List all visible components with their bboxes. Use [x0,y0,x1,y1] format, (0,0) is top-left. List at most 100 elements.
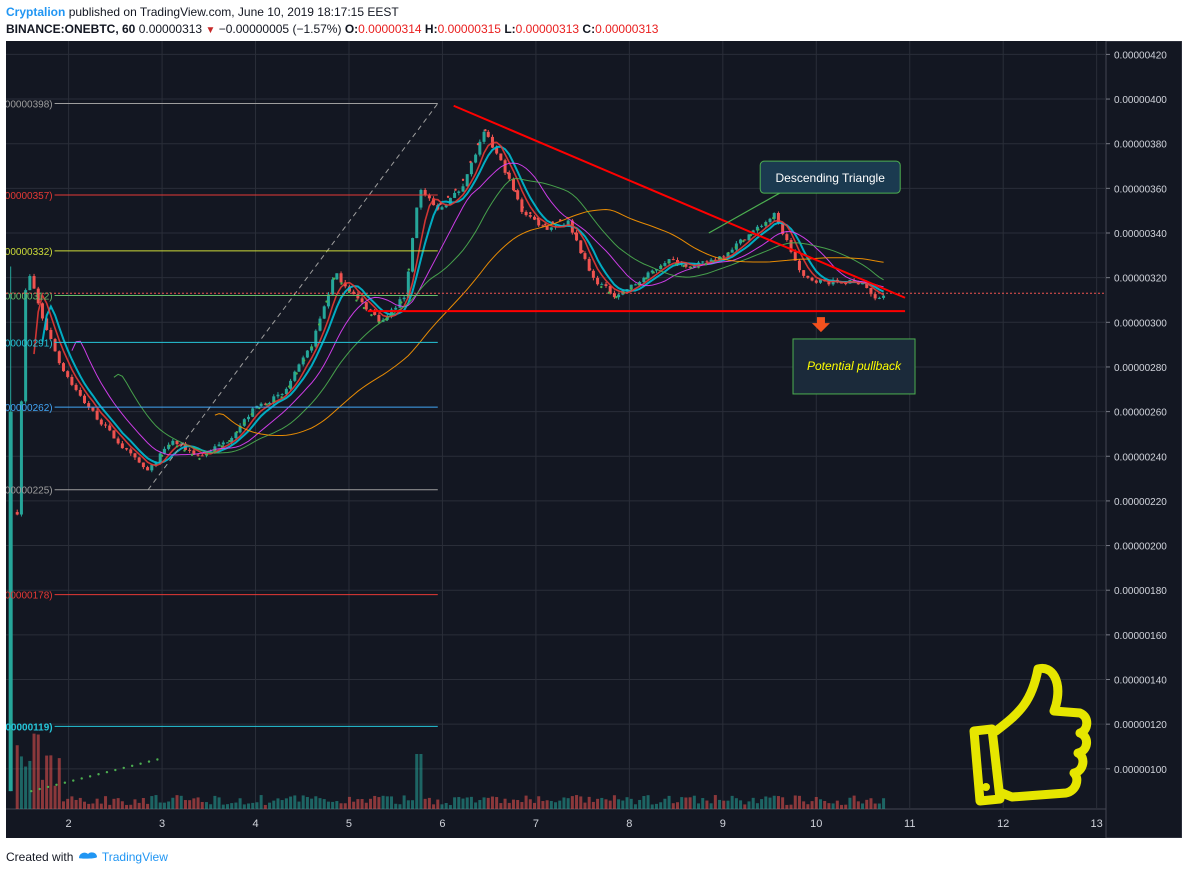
volume-bar [482,797,486,809]
volume-bar [768,797,772,809]
volume-bar [259,795,263,809]
volume-bar [381,795,385,809]
volume-bar [705,800,709,809]
candle-body [221,442,225,445]
volume-bar [318,798,322,809]
candle-body [91,407,95,411]
sar-dot [63,781,67,784]
volume-bar [331,801,335,809]
volume-bar [533,802,537,809]
sar-dot [168,444,171,448]
volume-bar [511,799,515,809]
publish-info: Cryptalion published on TradingView.com,… [6,5,399,19]
candle-body [335,273,339,280]
candle-body [873,294,877,299]
candle-body [722,256,726,258]
volume-bar [141,797,145,809]
volume-bar [760,799,764,809]
volume-bar [305,797,309,809]
candle-body [549,227,553,230]
thumb-cuff [969,724,1005,806]
candle-body [53,339,57,352]
x-tick-label: 13 [1091,818,1103,830]
volume-bar [751,797,755,809]
volume-bar [352,801,356,809]
volume-bar [680,797,684,809]
candle-body [465,174,469,187]
sar-dot [220,445,224,448]
volume-bar [162,802,166,809]
author-link[interactable]: Cryptalion [6,5,66,19]
volume-bar [844,804,848,809]
volume-bar [356,799,360,809]
x-tick-label: 5 [346,818,352,830]
volume-bar [701,798,705,809]
candle-body [802,270,806,276]
candle-body [322,306,326,319]
volume-bar [718,799,722,809]
candle-body [112,430,116,439]
candle-body [238,425,242,433]
volume-bar [91,803,95,809]
volume-bar [217,797,221,809]
candle-body [844,283,848,285]
volume-bar [53,785,57,809]
sar-dot [105,770,109,774]
volume-bar [213,795,217,809]
volume-bar [852,795,856,809]
volume-bar [368,798,372,809]
price-chart[interactable]: 0.00000100 0.00000120 0.00000140 0.00000160… [6,41,1182,838]
candle-body [125,448,129,450]
volume-bar [474,802,478,809]
sar-dot [97,773,100,776]
volume-bar [734,798,738,809]
volume-bar [545,800,549,809]
volume-bar [827,803,831,809]
close-label: C: [582,22,596,36]
volume-bar [562,797,566,809]
pullback-arrow-icon [811,317,830,333]
candle-body [562,224,566,226]
candle-body [390,309,394,316]
sar-dot [734,245,738,249]
volume-bar [621,800,625,809]
tradingview-link[interactable]: TradingView [101,850,168,864]
sar-dot [521,206,525,209]
candle-body [137,457,141,463]
candle-body [154,463,158,465]
sar-dot [347,290,351,294]
candle-body [331,279,335,295]
volume-bar [856,801,860,809]
candle-body [104,424,108,426]
candle-body [760,225,764,227]
volume-bar [793,795,797,809]
sar-dot [332,277,336,280]
volume-bar [667,795,671,809]
volume-bar [411,800,415,809]
candle-body [108,425,112,431]
candle-body [230,438,234,443]
sar-dot [340,282,343,285]
candle-body [427,195,431,199]
volume-bar [448,804,452,809]
sar-dot [235,430,239,434]
tradingview-logo-icon [77,850,102,864]
volume-bar [684,797,688,809]
sar-dot [544,223,547,226]
sar-dot [205,453,209,456]
candle-body [448,197,452,205]
sar-dot [719,257,723,260]
price-change: −0.00000005 (−1.57%) [218,22,342,36]
volume-bar [192,798,196,809]
candle-body [268,402,272,405]
candle-body [739,239,743,244]
candle-body [339,273,343,283]
sar-dot [529,211,532,215]
volume-bar [209,804,213,809]
volume-bar [200,802,204,809]
volume-bar [469,796,473,809]
sar-dot [362,306,366,310]
fib-level-label: 1.618(0.00000119) [6,722,53,733]
open-value: 0.00000314 [358,22,422,36]
volume-bar [419,754,423,809]
